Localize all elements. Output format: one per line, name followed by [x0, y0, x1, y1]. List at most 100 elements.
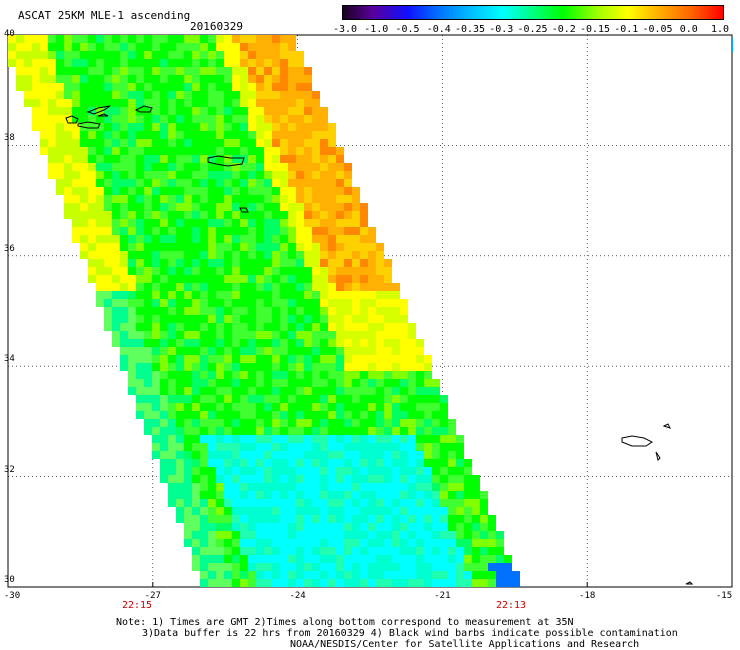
- swath-cell: [264, 91, 272, 99]
- swath-cell: [160, 395, 168, 403]
- swath-cell: [72, 139, 80, 147]
- swath-cell: [192, 475, 200, 483]
- swath-cell: [136, 187, 144, 195]
- colorbar-tick: 1.0: [710, 24, 730, 35]
- swath-cell: [136, 195, 144, 203]
- swath-cell: [360, 387, 368, 395]
- swath-cell: [176, 339, 184, 347]
- swath-cell: [360, 547, 368, 555]
- swath-cell: [368, 443, 376, 451]
- swath-cell: [368, 371, 376, 379]
- swath-cell: [472, 523, 480, 531]
- swath-cell: [488, 579, 496, 587]
- swath-cell: [240, 187, 248, 195]
- swath-cell: [248, 579, 256, 587]
- swath-cell: [56, 147, 64, 155]
- swath-cell: [224, 483, 232, 491]
- swath-cell: [256, 163, 264, 171]
- swath-cell: [352, 531, 360, 539]
- swath-cell: [120, 147, 128, 155]
- swath-cell: [472, 483, 480, 491]
- swath-cell: [88, 43, 96, 51]
- swath-cell: [112, 91, 120, 99]
- swath-cell: [152, 139, 160, 147]
- swath-cell: [144, 43, 152, 51]
- swath-cell: [40, 35, 48, 43]
- swath-cell: [48, 123, 56, 131]
- swath-cell: [344, 419, 352, 427]
- swath-cell: [184, 371, 192, 379]
- swath-cell: [368, 259, 376, 267]
- swath-cell: [360, 243, 368, 251]
- note-line-1: Note: 1) Times are GMT 2)Times along bot…: [116, 617, 574, 628]
- swath-cell: [184, 491, 192, 499]
- swath-cell: [424, 555, 432, 563]
- swath-cell: [272, 483, 280, 491]
- swath-cell: [288, 491, 296, 499]
- swath-cell: [344, 187, 352, 195]
- swath-cell: [296, 395, 304, 403]
- swath-cell: [240, 499, 248, 507]
- swath-cell: [280, 347, 288, 355]
- swath-cell: [344, 523, 352, 531]
- swath-cell: [384, 499, 392, 507]
- swath-cell: [192, 347, 200, 355]
- swath-cell: [336, 467, 344, 475]
- swath-cell: [48, 107, 56, 115]
- swath-cell: [128, 195, 136, 203]
- swath-cell: [408, 355, 416, 363]
- swath-cell: [384, 355, 392, 363]
- swath-cell: [224, 475, 232, 483]
- swath-cell: [192, 227, 200, 235]
- swath-cell: [48, 83, 56, 91]
- swath-cell: [312, 547, 320, 555]
- swath-cell: [224, 275, 232, 283]
- swath-cell: [280, 411, 288, 419]
- swath-cell: [96, 123, 104, 131]
- swath-cell: [296, 147, 304, 155]
- swath-cell: [112, 219, 120, 227]
- swath-cell: [48, 75, 56, 83]
- swath-cell: [272, 155, 280, 163]
- swath-cell: [152, 347, 160, 355]
- swath-cell: [128, 75, 136, 83]
- swath-cell: [168, 171, 176, 179]
- lon-label: -24: [289, 591, 306, 601]
- swath-cell: [344, 211, 352, 219]
- swath-cell: [160, 363, 168, 371]
- swath-cell: [224, 155, 232, 163]
- swath-cell: [232, 491, 240, 499]
- swath-cell: [296, 203, 304, 211]
- swath-cell: [368, 555, 376, 563]
- swath-cell: [328, 363, 336, 371]
- swath-cell: [176, 291, 184, 299]
- swath-cell: [400, 395, 408, 403]
- swath-cell: [232, 355, 240, 363]
- swath-cell: [400, 507, 408, 515]
- swath-cell: [208, 283, 216, 291]
- swath-cell: [288, 483, 296, 491]
- swath-cell: [224, 523, 232, 531]
- swath-cell: [184, 307, 192, 315]
- swath-cell: [192, 451, 200, 459]
- swath-cell: [256, 355, 264, 363]
- swath-cell: [144, 171, 152, 179]
- swath-cell: [440, 403, 448, 411]
- swath-cell: [88, 211, 96, 219]
- swath-cell: [304, 571, 312, 579]
- swath-cell: [352, 339, 360, 347]
- swath-cell: [320, 483, 328, 491]
- swath-cell: [248, 331, 256, 339]
- swath-cell: [376, 451, 384, 459]
- swath-cell: [128, 235, 136, 243]
- swath-cell: [216, 171, 224, 179]
- swath-cell: [328, 411, 336, 419]
- swath-cell: [168, 275, 176, 283]
- swath-cell: [128, 211, 136, 219]
- swath-cell: [272, 563, 280, 571]
- swath-cell: [160, 443, 168, 451]
- swath-cell: [328, 187, 336, 195]
- swath-cell: [296, 115, 304, 123]
- swath-cell: [256, 539, 264, 547]
- swath-cell: [264, 459, 272, 467]
